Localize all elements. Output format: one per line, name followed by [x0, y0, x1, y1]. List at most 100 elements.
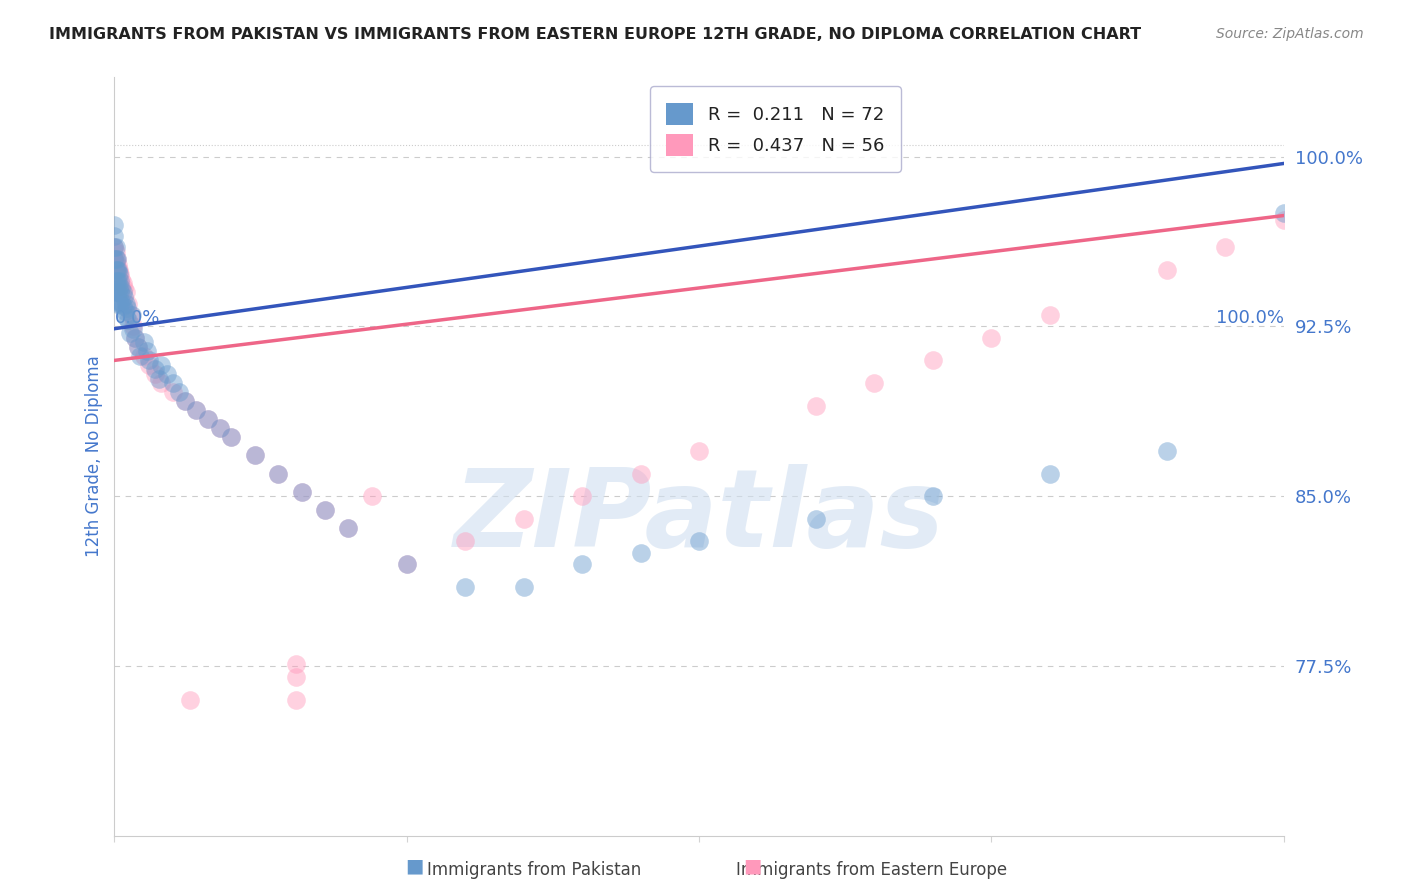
- Point: [117, 297, 139, 311]
- Point: [105, 252, 128, 266]
- Point: [103, 218, 125, 232]
- Point: [197, 412, 219, 426]
- Point: [630, 467, 652, 481]
- Point: [243, 449, 266, 463]
- Point: [127, 340, 149, 354]
- Point: [284, 670, 307, 684]
- Point: [630, 546, 652, 560]
- Point: [1156, 263, 1178, 277]
- Text: ■: ■: [742, 857, 762, 876]
- Point: [107, 258, 129, 272]
- Point: [104, 252, 127, 266]
- Point: [103, 240, 125, 254]
- Point: [103, 263, 125, 277]
- Point: [136, 344, 159, 359]
- Point: [395, 557, 418, 571]
- Point: [110, 268, 132, 282]
- Point: [110, 281, 132, 295]
- Text: IMMIGRANTS FROM PAKISTAN VS IMMIGRANTS FROM EASTERN EUROPE 12TH GRADE, NO DIPLOM: IMMIGRANTS FROM PAKISTAN VS IMMIGRANTS F…: [49, 27, 1142, 42]
- Point: [267, 467, 290, 481]
- Point: [127, 340, 149, 354]
- Point: [122, 322, 145, 336]
- Point: [1156, 444, 1178, 458]
- Point: [107, 274, 129, 288]
- Point: [114, 303, 136, 318]
- Point: [104, 244, 127, 259]
- Point: [121, 308, 143, 322]
- Point: [124, 331, 146, 345]
- Point: [108, 281, 131, 295]
- Point: [115, 297, 138, 311]
- Point: [208, 421, 231, 435]
- Point: [143, 362, 166, 376]
- Point: [804, 512, 827, 526]
- Point: [150, 376, 173, 390]
- Text: 100.0%: 100.0%: [1216, 309, 1284, 326]
- Point: [284, 693, 307, 707]
- Text: ZIPatlas: ZIPatlas: [454, 464, 945, 570]
- Point: [104, 263, 127, 277]
- Point: [112, 290, 135, 304]
- Point: [111, 285, 134, 300]
- Text: ■: ■: [405, 857, 425, 876]
- Point: [110, 274, 132, 288]
- Point: [129, 349, 152, 363]
- Point: [395, 557, 418, 571]
- Point: [110, 278, 132, 293]
- Point: [314, 503, 336, 517]
- Point: [104, 256, 127, 270]
- Point: [107, 269, 129, 284]
- Point: [688, 534, 710, 549]
- Point: [108, 294, 131, 309]
- Point: [290, 484, 312, 499]
- Point: [138, 353, 160, 368]
- Point: [112, 281, 135, 295]
- Text: Immigrants from Pakistan: Immigrants from Pakistan: [427, 861, 641, 879]
- Text: 0.0%: 0.0%: [114, 309, 160, 326]
- Point: [115, 310, 138, 325]
- Point: [132, 335, 155, 350]
- Point: [173, 394, 195, 409]
- Point: [103, 252, 125, 266]
- Point: [360, 489, 382, 503]
- Point: [167, 385, 190, 400]
- Point: [104, 285, 127, 300]
- Point: [512, 580, 534, 594]
- Point: [138, 358, 160, 372]
- Point: [108, 268, 131, 282]
- Point: [107, 263, 129, 277]
- Point: [1039, 467, 1062, 481]
- Point: [111, 299, 134, 313]
- Point: [314, 503, 336, 517]
- Point: [111, 277, 134, 291]
- Point: [221, 430, 243, 444]
- Point: [162, 385, 184, 400]
- Point: [150, 358, 173, 372]
- Point: [337, 521, 360, 535]
- Point: [863, 376, 886, 390]
- Point: [980, 331, 1002, 345]
- Point: [105, 274, 128, 288]
- Point: [105, 252, 128, 266]
- Point: [571, 489, 593, 503]
- Point: [208, 421, 231, 435]
- Point: [104, 268, 127, 282]
- Point: [110, 285, 132, 300]
- Point: [1039, 308, 1062, 322]
- Point: [267, 467, 290, 481]
- Text: Immigrants from Eastern Europe: Immigrants from Eastern Europe: [737, 861, 1007, 879]
- Point: [688, 444, 710, 458]
- Point: [104, 240, 127, 254]
- Point: [117, 312, 139, 326]
- Point: [107, 285, 129, 300]
- Point: [337, 521, 360, 535]
- Point: [284, 657, 307, 671]
- Point: [117, 301, 139, 316]
- Y-axis label: 12th Grade, No Diploma: 12th Grade, No Diploma: [86, 356, 103, 558]
- Point: [110, 297, 132, 311]
- Point: [1213, 240, 1236, 254]
- Point: [105, 297, 128, 311]
- Point: [197, 412, 219, 426]
- Point: [221, 430, 243, 444]
- Point: [1272, 206, 1295, 220]
